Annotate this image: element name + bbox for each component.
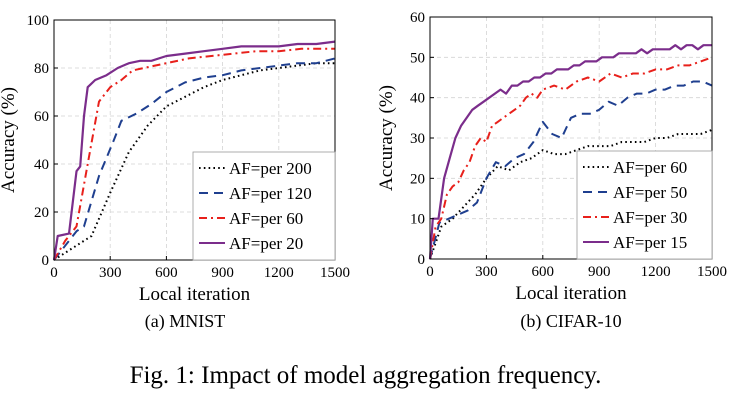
y-tick-label: 30 — [410, 131, 425, 147]
x-tick-label: 1500 — [320, 265, 350, 281]
figure-caption: Fig. 1: Impact of model aggregation freq… — [129, 362, 602, 389]
chart-subtitle: (b) CIFAR-10 — [520, 311, 621, 332]
legend: AF=per 200 AF=per 120 AF=per 60 AF=per 20 — [192, 151, 336, 261]
series-line-1 — [53, 62, 335, 261]
legend-label: AF=per 60 — [229, 209, 303, 228]
series-line-1 — [429, 128, 713, 260]
series-line-2 — [53, 57, 336, 261]
series-line-3 — [53, 47, 335, 261]
x-tick-label: 300 — [475, 264, 498, 280]
x-tick-label: 0 — [50, 265, 58, 281]
y-tick-label: 100 — [27, 13, 50, 29]
legend-label: AF=per 120 — [229, 184, 312, 203]
series-line-2 — [429, 80, 713, 260]
y-tick-label: 10 — [410, 212, 425, 228]
y-tick-label: 40 — [34, 157, 49, 173]
y-axis-label: Accuracy (%) — [376, 85, 397, 191]
series-line-3 — [429, 56, 713, 260]
y-tick-label: 0 — [418, 252, 426, 268]
chart-2: 0 300 600 900 1200 1500 0 10 20 30 40 50 60 Local ite… — [376, 10, 727, 332]
chart-subtitle: (a) MNIST — [145, 311, 225, 332]
y-tick-label: 50 — [410, 50, 425, 66]
y-tick-label: 40 — [410, 91, 425, 107]
x-tick-label: 1500 — [697, 264, 727, 280]
y-tick-label: 20 — [410, 171, 425, 187]
x-tick-label: 1200 — [264, 265, 294, 281]
x-axis-label: Local iteration — [139, 284, 251, 305]
x-tick-label: 600 — [155, 265, 178, 281]
x-tick-label: 1200 — [641, 264, 671, 280]
x-axis-label: Local iteration — [515, 283, 627, 304]
x-tick-label: 0 — [426, 264, 434, 280]
series-line-4 — [428, 44, 712, 260]
x-tick-label: 300 — [99, 265, 122, 281]
x-tick-label: 900 — [211, 265, 234, 281]
chart-1: 0 300 600 900 1200 1500 0 20 40 60 80 100 Local iter… — [0, 13, 350, 332]
x-tick-label: 900 — [588, 264, 611, 280]
y-tick-label: 60 — [34, 109, 49, 125]
x-tick-label: 600 — [532, 264, 555, 280]
legend-label: AF=per 20 — [229, 234, 303, 253]
y-tick-label: 60 — [410, 10, 425, 26]
y-axis-label: Accuracy (%) — [0, 87, 19, 193]
y-tick-label: 0 — [42, 253, 50, 269]
y-tick-label: 80 — [34, 61, 49, 77]
y-tick-label: 20 — [34, 205, 49, 221]
legend-label: AF=per 50 — [613, 183, 687, 202]
legend-label: AF=per 30 — [613, 208, 687, 227]
legend-label: AF=per 60 — [613, 158, 687, 177]
series-line-4 — [52, 40, 336, 261]
legend-label: AF=per 200 — [229, 159, 312, 178]
legend: AF=per 60 AF=per 50 AF=per 30 AF=per 15 — [576, 150, 713, 260]
legend-label: AF=per 15 — [613, 233, 687, 252]
